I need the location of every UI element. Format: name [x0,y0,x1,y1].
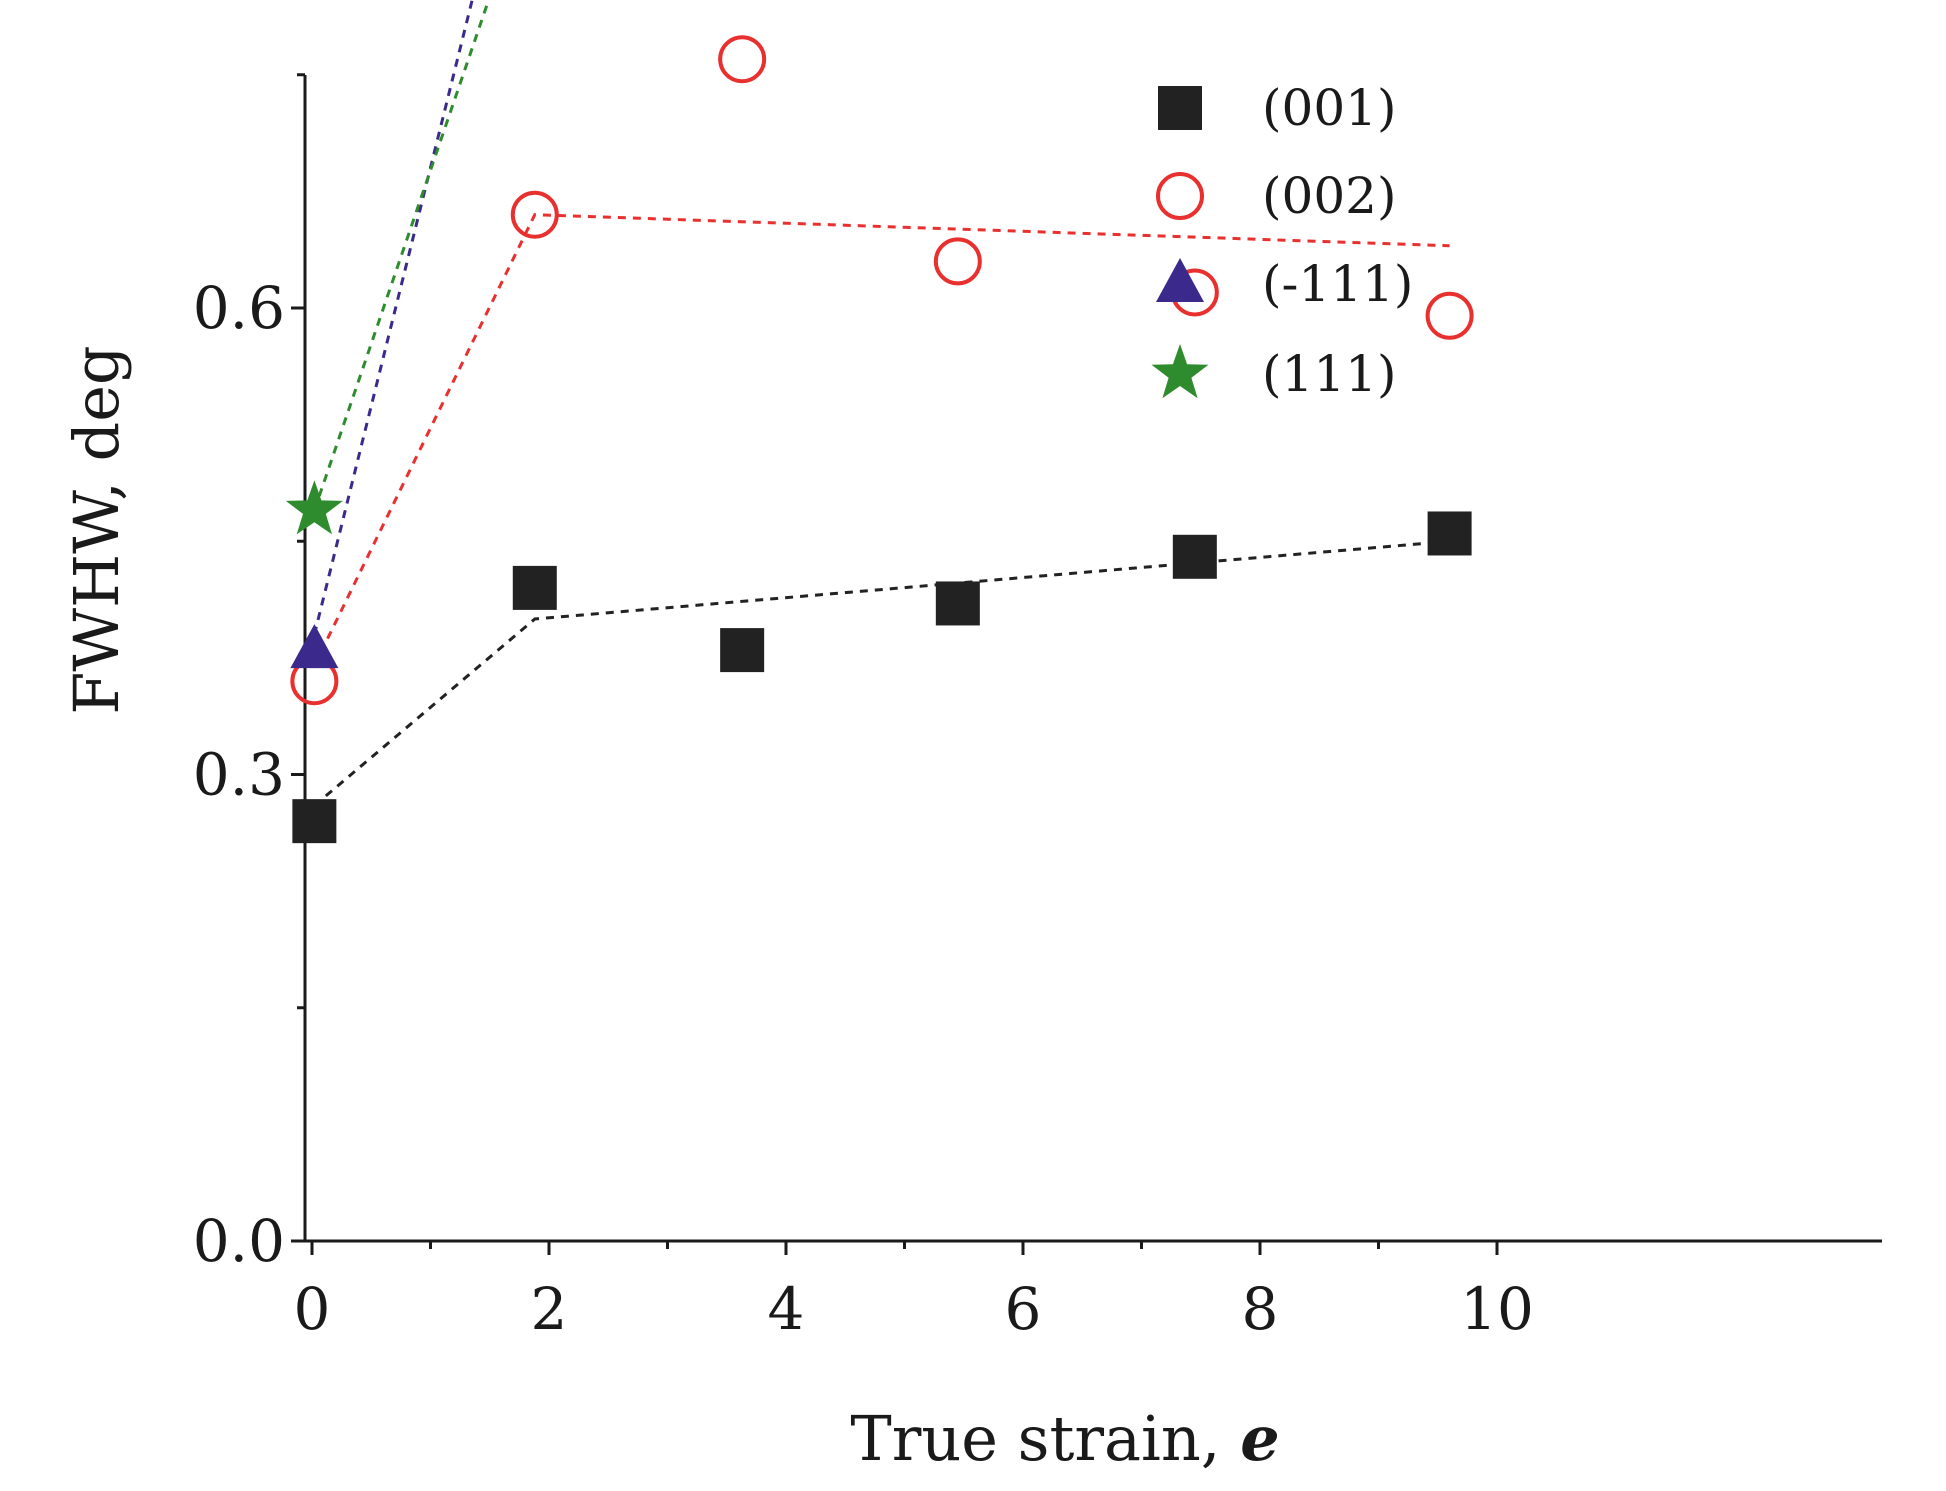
axes [303,75,1882,1243]
legend-label-1: (002) [1262,167,1396,225]
x-tick-label: 4 [768,1275,805,1343]
trend-line-0 [313,539,1450,807]
data-point-series-0 [1172,534,1217,579]
x-tick-label: 8 [1242,1275,1279,1343]
y-ticks: 0.00.30.60.91.21.5 [193,73,305,1275]
data-point-series-0 [935,581,980,626]
legend-label-3: (111) [1262,345,1396,403]
x-tick-label: 10 [1460,1275,1534,1343]
legend-marker-1 [1156,172,1204,220]
legend-marker-3 [1151,344,1209,399]
data-point-series-0 [512,565,557,610]
trend-line-1 [313,213,1450,667]
x-tick-label: 6 [1005,1275,1042,1343]
data-point-series-1 [933,237,982,286]
trend-line-2 [312,0,474,635]
data-point-series-1 [1425,291,1474,340]
legend-marker-0 [1158,86,1202,130]
y-tick-label: 0.6 [193,274,285,342]
data-point-series-0 [1427,511,1472,556]
data-point-series-2 [290,624,339,669]
legend-label-2: (-111) [1262,255,1413,313]
legend: (001) (002) (-111) (111) [1151,79,1413,403]
y-axis-title: FWHW, deg [60,345,133,714]
data-point-series-1 [510,190,559,239]
data-point-series-0 [720,628,765,673]
y-tick-label: 0.3 [193,741,285,809]
x-tick-label: 0 [294,1275,331,1343]
trend-line-3 [312,0,491,511]
x-ticks: 0 2 4 6 8 10 [294,1241,1534,1343]
trend-lines [312,0,1450,807]
legend-label-0: (001) [1262,79,1396,137]
y-tick-label: 0.0 [193,1207,285,1275]
x-axis-title: True strain, e [850,1402,1279,1475]
data-point-series-3 [285,480,343,535]
data-markers [285,35,1474,844]
data-point-series-0 [292,799,337,844]
x-tick-label: 2 [531,1275,568,1343]
data-point-series-1 [718,35,767,84]
legend-marker-2 [1156,258,1204,302]
